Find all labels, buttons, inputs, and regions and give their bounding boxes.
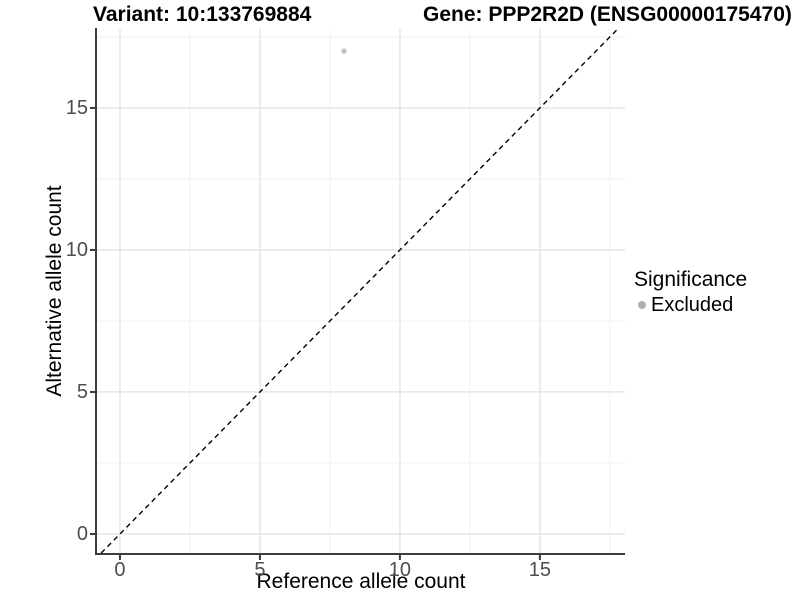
x-tick-label: 0 — [114, 559, 126, 581]
legend-item-label: Excluded — [651, 294, 734, 316]
x-tick-label: 10 — [388, 559, 412, 581]
y-axis-label: Alternative allele count — [43, 185, 66, 397]
y-tick-label: 5 — [76, 380, 88, 403]
plot-title-variant: Variant: 10:133769884 — [93, 3, 312, 26]
data-point — [341, 48, 347, 54]
legend-item-excluded: Excluded — [634, 293, 747, 317]
plot-title-gene: Gene: PPP2R2D (ENSG00000175470) — [423, 3, 792, 26]
x-axis-label: Reference allele count — [256, 570, 466, 593]
x-tick-label: 5 — [254, 559, 266, 581]
legend: Significance Excluded — [634, 268, 747, 317]
legend-title: Significance — [634, 268, 748, 291]
identity-reference-line — [100, 28, 619, 554]
circle-marker-icon — [638, 301, 646, 309]
y-tick-label: 15 — [65, 96, 88, 119]
y-tick-label: 10 — [65, 238, 88, 261]
y-tick-label: 0 — [76, 522, 88, 545]
x-tick-label: 15 — [528, 559, 552, 581]
